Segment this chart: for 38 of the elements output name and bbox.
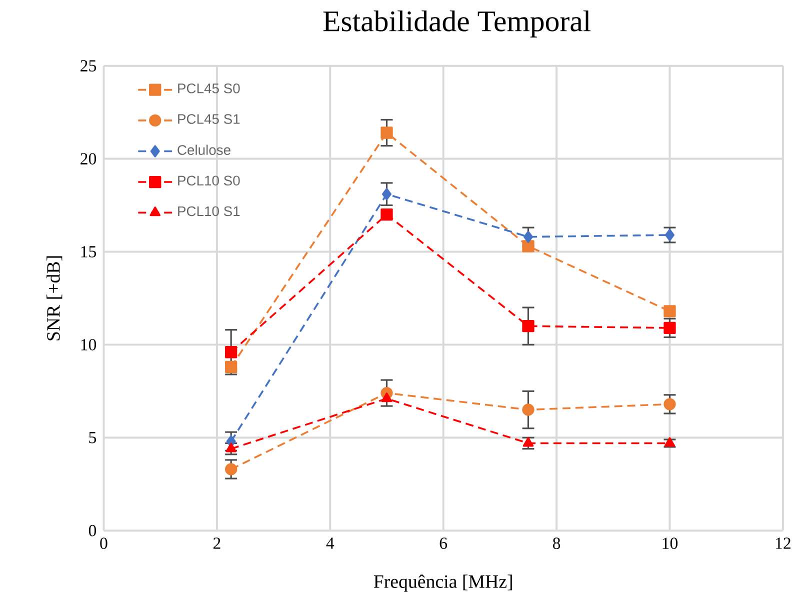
point <box>522 320 534 332</box>
y-tick-label: 5 <box>89 432 96 444</box>
legend-label: PCL10 S0 <box>178 176 240 186</box>
point <box>380 126 393 139</box>
point <box>664 228 675 241</box>
point <box>381 392 392 402</box>
x-tick-label: 0 <box>100 537 108 549</box>
x-tick-label: 12 <box>776 537 790 549</box>
point <box>664 398 676 410</box>
chart-title: Estabilidade Temporal <box>323 10 591 38</box>
point <box>664 304 676 318</box>
legend-label: PCL10 S1 <box>178 206 240 216</box>
point <box>664 322 676 334</box>
point <box>225 462 238 476</box>
legend-label: PCL45 S1 <box>178 114 240 124</box>
x-tick-label: 4 <box>326 537 334 549</box>
point <box>522 240 534 252</box>
point <box>522 403 534 416</box>
x-tick-label: 8 <box>552 537 560 549</box>
y-tick-label: 20 <box>80 152 96 164</box>
legend-label: Celulose <box>178 144 230 155</box>
y-axis-title: SNR [+dB] <box>46 256 62 340</box>
y-tick-label: 15 <box>81 246 96 258</box>
x-tick-label: 2 <box>213 537 220 549</box>
y-tick-label: 25 <box>80 60 96 72</box>
legend-label: PCL45 S0 <box>178 83 240 94</box>
x-tick-label: 6 <box>440 537 448 549</box>
point <box>382 188 392 200</box>
point <box>226 442 236 452</box>
y-tick-label: 10 <box>81 338 96 350</box>
x-axis-title: Frequência [MHz] <box>374 574 512 592</box>
point <box>522 436 534 447</box>
point <box>225 346 238 358</box>
y-tick-label: 0 <box>88 524 96 536</box>
point <box>380 208 393 220</box>
x-tick-label: 10 <box>662 537 678 549</box>
point <box>523 230 534 243</box>
point <box>225 360 238 373</box>
